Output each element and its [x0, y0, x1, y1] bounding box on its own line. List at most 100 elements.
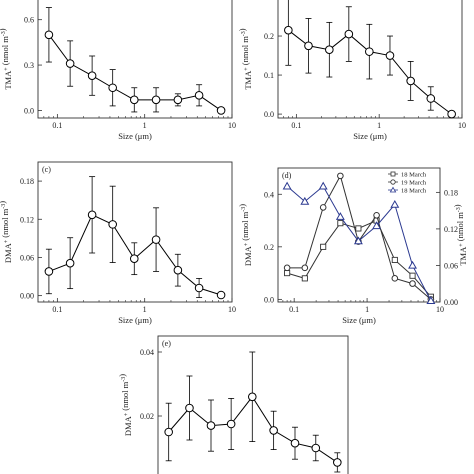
legend-marker	[389, 186, 397, 193]
data-point	[325, 45, 334, 54]
axis-label-superscript: -3	[241, 31, 247, 36]
data-point	[391, 275, 399, 282]
data-point	[108, 83, 117, 93]
chart-panel-4: 0.1 1 10 0.0 0.2 0.4 0.00 0.06 0.12 0.18 Size (μm)…	[237, 167, 468, 325]
y-axis-label: DMA+ (nmol m-3)	[0, 201, 13, 263]
data-point	[365, 47, 374, 56]
data-point	[65, 258, 75, 268]
y-right-tick-label: 0.18	[444, 188, 458, 197]
data-point	[173, 95, 183, 105]
axis-label-part: DMA	[243, 245, 253, 266]
axis-label-superscript: +	[459, 243, 465, 247]
data-point	[108, 220, 117, 229]
y-tick-label: 0.00	[20, 292, 34, 301]
y-tick-label: 0.0	[264, 110, 274, 119]
y-axis-label: TMA+ (nmol m-3)	[0, 28, 13, 89]
y-right-axis-label: TMA+ (nmol m-3)	[452, 204, 468, 265]
y-tick-label: 0.2	[264, 32, 274, 41]
y-tick-label: 0.0	[264, 295, 274, 304]
y-tick-label: 0.0	[24, 106, 34, 115]
axis-label-part: )	[452, 204, 462, 207]
y-tick-label: 0.18	[20, 177, 34, 186]
x-axis-label: Size (μm)	[118, 131, 152, 141]
axis-label-part: (nmol m	[120, 381, 130, 413]
y-tick-label: 0.4	[264, 190, 274, 199]
data-point	[283, 264, 291, 272]
data-point	[390, 199, 400, 208]
axis-label-superscript: +	[244, 67, 250, 71]
axis-label-part: (nmol m	[0, 36, 10, 68]
x-tick-label: 0.1	[52, 121, 62, 130]
data-point	[284, 25, 293, 35]
data-point	[44, 267, 54, 276]
data-point	[300, 196, 310, 205]
data-point	[304, 41, 313, 51]
axis-label-superscript: -3	[1, 31, 7, 36]
axis-label-part: (nmol m	[455, 212, 465, 244]
data-point	[406, 76, 415, 86]
axis-label-superscript: -3	[241, 207, 247, 212]
data-point	[129, 95, 139, 105]
y-tick-label: 0.02	[140, 412, 154, 421]
data-point	[353, 236, 363, 245]
axis-label-superscript: -3	[121, 377, 127, 382]
data-point	[447, 109, 456, 119]
data-point	[151, 95, 161, 105]
data-point	[282, 181, 292, 190]
x-tick-label: 10	[228, 305, 236, 314]
x-tick-label: 1	[365, 305, 369, 314]
plot-frame	[37, 0, 233, 119]
data-point	[408, 260, 417, 269]
x-axis-label: Size (μm)	[342, 315, 376, 325]
data-point	[337, 220, 344, 227]
data-point	[247, 392, 257, 402]
data-point	[333, 458, 342, 467]
plot-frame	[277, 167, 441, 303]
plot-frame	[277, 0, 463, 119]
data-point	[129, 254, 139, 264]
series-line	[286, 219, 432, 298]
axis-label-superscript: +	[244, 242, 250, 246]
data-point	[385, 51, 395, 60]
chart-panel-1: 0.1 1 10 0.0 0.3 0.6 Size (μm) TMA+ (nmol m-3)	[0, 0, 236, 141]
data-point	[372, 221, 382, 230]
x-tick-label: 0.1	[289, 305, 299, 314]
axis-label-part: TMA	[3, 70, 13, 90]
y-axis-label: DMA+ (nmol m-3)	[117, 374, 133, 436]
data-point	[206, 421, 216, 430]
axis-label-part: )	[117, 374, 127, 377]
axis-label-part: (nmol m	[240, 36, 250, 68]
x-tick-label: 0.1	[52, 305, 62, 314]
data-point	[194, 283, 204, 293]
axis-label-part: )	[237, 28, 247, 31]
axis-label-superscript: -3	[456, 207, 462, 212]
x-tick-label: 0.1	[291, 121, 301, 130]
y-tick-label: 0.1	[264, 71, 274, 80]
x-tick-label: 10	[228, 121, 236, 130]
y-axis-label: TMA+ (nmol m-3)	[237, 28, 253, 89]
chart-panel-5: 0.02 0.04 DMA+ (nmol m-3) (e)	[117, 335, 349, 474]
x-tick-label: 1	[143, 305, 147, 314]
chart-panel-3: 0.1 1 10 0.00 0.06 0.12 0.18 Size (μm) DMA+ (nmo…	[0, 161, 236, 325]
data-point	[290, 438, 300, 448]
axis-label-part: TMA	[458, 246, 468, 266]
axis-label-superscript: +	[4, 67, 10, 71]
y-right-tick-label: 0.00	[444, 298, 458, 307]
axis-label-part: DMA	[123, 415, 133, 436]
axis-label-part: )	[0, 201, 7, 204]
axis-label-superscript: +	[4, 239, 10, 243]
x-tick-label: 1	[143, 121, 147, 130]
axis-label-superscript: +	[124, 412, 130, 416]
data-point	[409, 272, 416, 279]
data-point	[355, 225, 362, 232]
data-point	[87, 210, 97, 220]
axis-label-part: )	[0, 28, 7, 31]
data-point	[284, 270, 291, 277]
data-point	[185, 403, 194, 413]
data-point	[409, 280, 416, 287]
axis-label-part: )	[237, 204, 247, 207]
data-point	[318, 181, 328, 190]
y-tick-label: 0.04	[140, 348, 154, 357]
y-right-tick-label: 0.06	[444, 261, 458, 270]
